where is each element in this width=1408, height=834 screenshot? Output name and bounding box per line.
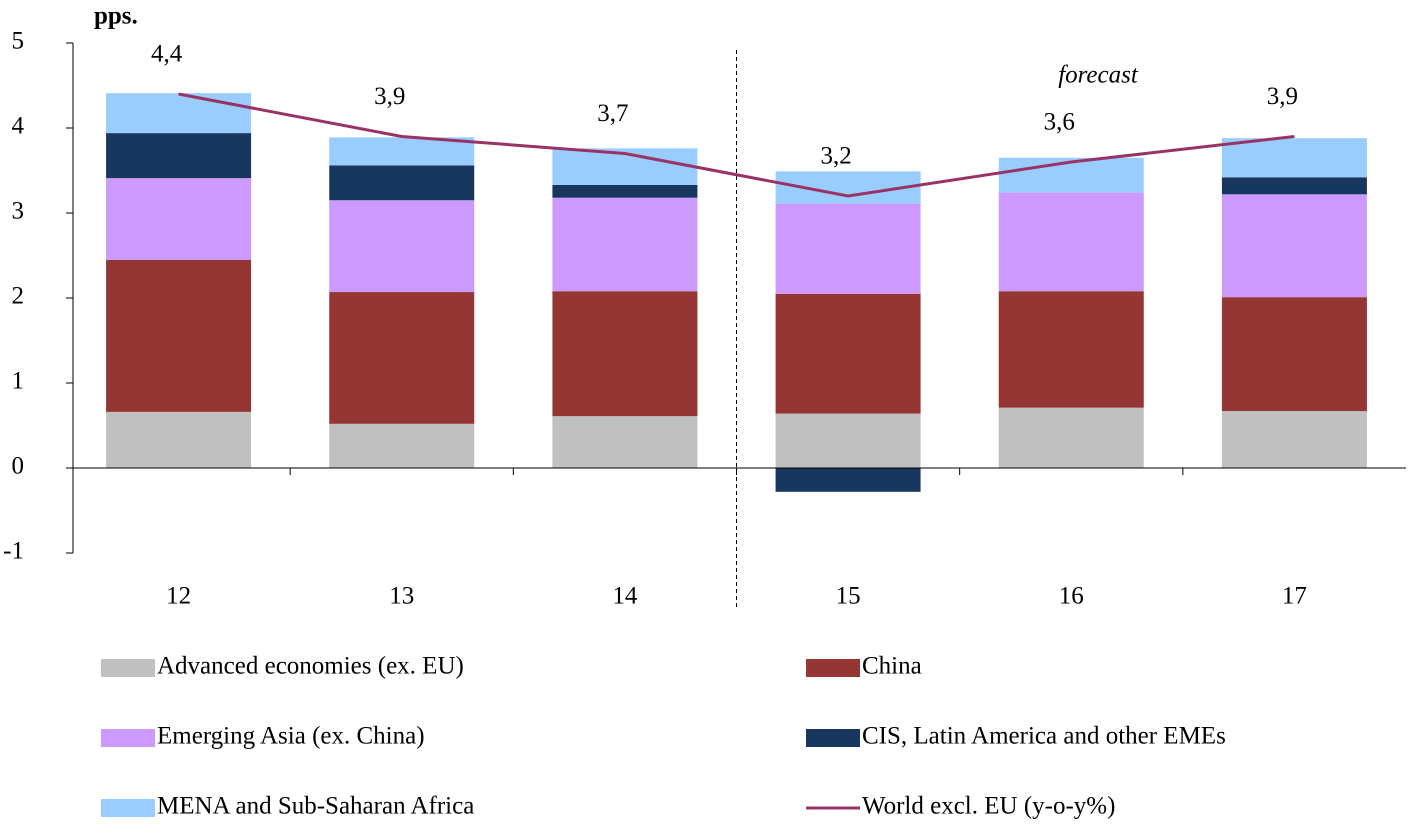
legend-label: CIS, Latin America and other EMEs bbox=[862, 723, 1226, 750]
bar-segment bbox=[998, 157, 1144, 193]
y-tick-label: 5 bbox=[12, 28, 25, 55]
legend-swatch bbox=[101, 659, 155, 677]
bar-segment bbox=[552, 291, 698, 417]
bar-segment bbox=[552, 197, 698, 292]
x-tick-label: 12 bbox=[166, 583, 191, 610]
bar-segment bbox=[106, 178, 252, 260]
bar-segment bbox=[106, 259, 252, 412]
annotation: forecast bbox=[1058, 62, 1139, 89]
bar-segment bbox=[1221, 194, 1367, 298]
bar-segment bbox=[552, 416, 698, 468]
legend-label: Emerging Asia (ex. China) bbox=[157, 723, 425, 750]
bar-segment bbox=[329, 292, 475, 424]
bar-segment bbox=[1221, 297, 1367, 412]
bar-segment bbox=[775, 203, 921, 294]
bar-segment bbox=[1221, 411, 1367, 468]
bar-segment bbox=[106, 411, 252, 468]
bar-segment bbox=[998, 407, 1144, 468]
data-label: 3,9 bbox=[374, 83, 405, 110]
y-tick-label: 3 bbox=[12, 198, 25, 225]
bar-segment bbox=[329, 423, 475, 468]
data-label: 3,9 bbox=[1267, 83, 1298, 110]
legend-label: MENA and Sub-Saharan Africa bbox=[157, 793, 474, 820]
legend-swatch bbox=[101, 729, 155, 747]
x-tick-label: 15 bbox=[836, 583, 861, 610]
y-tick-label: 0 bbox=[12, 453, 25, 480]
bar-segment bbox=[1221, 177, 1367, 195]
x-tick-label: 16 bbox=[1059, 583, 1084, 610]
legend-label: World excl. EU (y-o-y%) bbox=[862, 793, 1115, 820]
bar-segment bbox=[775, 293, 921, 414]
legend-swatch bbox=[806, 659, 860, 677]
bar-segment bbox=[329, 200, 475, 293]
x-tick-label: 17 bbox=[1282, 583, 1307, 610]
data-label: 3,7 bbox=[597, 100, 628, 127]
bar-segment bbox=[998, 291, 1144, 408]
y-tick-label: 4 bbox=[12, 113, 25, 140]
legend-swatch bbox=[806, 729, 860, 747]
y-unit: pps. bbox=[94, 3, 138, 30]
bar-segment bbox=[552, 184, 698, 198]
legend-swatch bbox=[101, 799, 155, 817]
data-label: 4,4 bbox=[151, 41, 183, 68]
data-label: 3,2 bbox=[820, 143, 851, 170]
y-tick-label: 1 bbox=[12, 368, 25, 395]
legend-label: China bbox=[862, 653, 922, 680]
line bbox=[178, 92, 1295, 198]
legend-label: Advanced economies (ex. EU) bbox=[157, 653, 464, 680]
bar-segment bbox=[106, 133, 252, 179]
y-tick-label: 2 bbox=[12, 283, 25, 310]
bar-segment bbox=[998, 192, 1144, 292]
bar-segment bbox=[775, 468, 921, 492]
bar-segment bbox=[329, 165, 475, 201]
x-tick-label: 13 bbox=[389, 583, 414, 610]
bar-segment bbox=[1221, 138, 1367, 178]
y-tick-label: -1 bbox=[3, 538, 24, 565]
data-label: 3,6 bbox=[1044, 109, 1075, 136]
bar-segment bbox=[329, 137, 475, 166]
bar-segment bbox=[106, 93, 252, 134]
x-tick-label: 14 bbox=[612, 583, 638, 610]
bar-segment bbox=[775, 413, 921, 468]
